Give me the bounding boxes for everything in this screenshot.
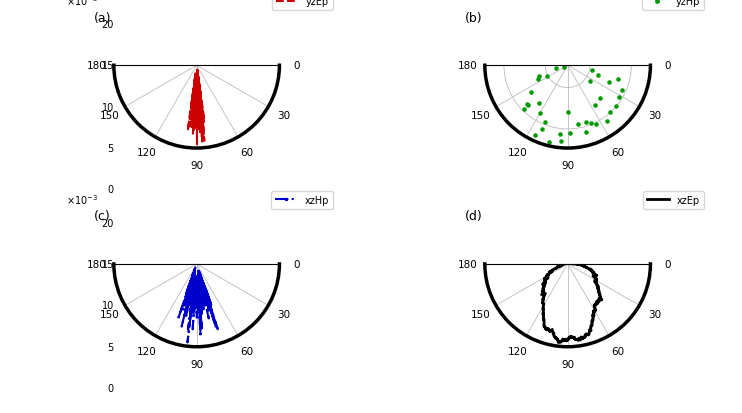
Legend: yzEp: yzEp [272,0,332,11]
Text: 10: 10 [102,301,114,311]
Text: $\times 10^{-3}$: $\times 10^{-3}$ [66,193,99,206]
Text: 0: 0 [108,185,114,195]
Text: 5: 5 [108,342,114,352]
Text: (a): (a) [94,12,111,24]
Text: (c): (c) [94,210,111,223]
Legend: yzHp: yzHp [643,0,703,11]
Text: (d): (d) [465,210,483,223]
Text: 15: 15 [102,259,114,269]
Text: $\times 10^{-3}$: $\times 10^{-3}$ [66,0,99,8]
Legend: xzEp: xzEp [643,192,703,209]
Text: 5: 5 [108,144,114,154]
Text: (b): (b) [465,12,482,24]
Text: 0: 0 [108,383,114,393]
Text: 10: 10 [102,102,114,112]
Legend: xzHp: xzHp [272,192,332,209]
Text: 20: 20 [102,218,114,228]
Text: 20: 20 [102,20,114,30]
Text: 15: 15 [102,61,114,71]
